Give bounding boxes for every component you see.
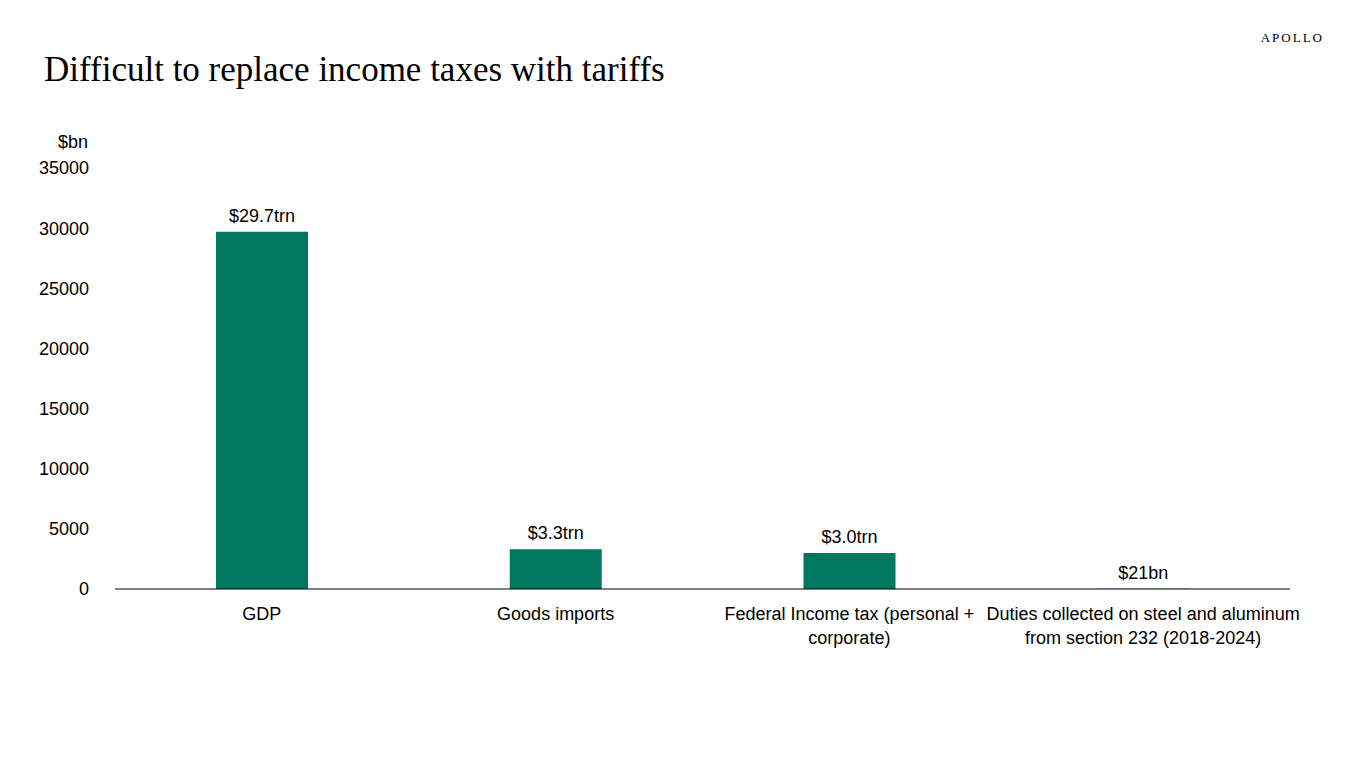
html-text:$bn: $bn (58, 132, 88, 152)
svg-text:35000: 35000 (39, 158, 89, 178)
svg-text:30000: 30000 (39, 219, 89, 239)
html-text:Difficult to replace income ta: Difficult to replace income taxes with t… (44, 50, 665, 89)
svg-text:25000: 25000 (39, 279, 89, 299)
svg-text:$29.7trn: $29.7trn (229, 206, 295, 226)
svg-text:GDP: GDP (242, 604, 281, 624)
svg-text:$21bn: $21bn (1118, 563, 1168, 583)
html-text:APOLLO: APOLLO (1260, 30, 1324, 45)
svg-text:$3.0trn: $3.0trn (821, 527, 877, 547)
svg-text:Goods imports: Goods imports (497, 604, 614, 624)
svg-text:Federal Income tax (personal +: Federal Income tax (personal +corporate) (725, 604, 975, 648)
svg-text:20000: 20000 (39, 339, 89, 359)
svg-text:Duties collected on steel and: Duties collected on steel and aluminumfr… (987, 604, 1300, 648)
svg-text:15000: 15000 (39, 399, 89, 419)
svg-text:$3.3trn: $3.3trn (528, 523, 584, 543)
svg-text:5000: 5000 (49, 519, 89, 539)
svg-text:10000: 10000 (39, 459, 89, 479)
svg-text:0: 0 (79, 579, 89, 599)
